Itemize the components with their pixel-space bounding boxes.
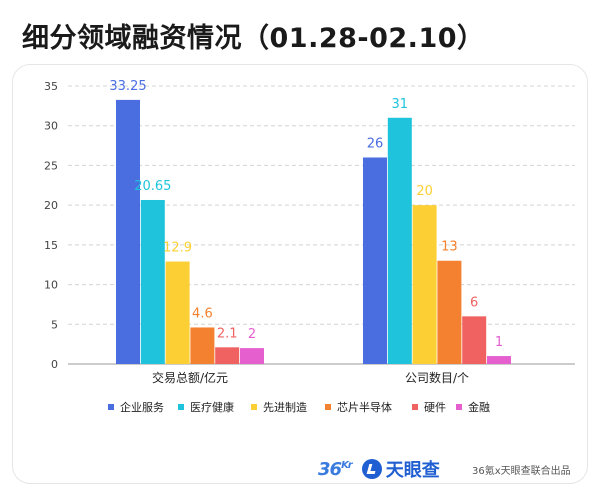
bar: [437, 260, 462, 364]
y-tick-label: 5: [51, 318, 58, 331]
bar: [116, 99, 140, 365]
legend-label: 芯片半导体: [337, 400, 392, 414]
y-tick-label: 20: [44, 199, 58, 212]
bar: [462, 316, 487, 364]
legend-swatch: [412, 404, 418, 410]
y-axis-ticks: 0 5 10 15 20 25 30 35: [44, 80, 58, 371]
legend-swatch: [251, 404, 257, 410]
bar: [240, 348, 264, 364]
y-tick-label: 15: [44, 239, 58, 252]
data-label: 13: [441, 240, 458, 255]
data-label: 33.25: [109, 79, 146, 94]
y-tick-label: 25: [44, 159, 58, 172]
x-axis-labels: 交易总额/亿元 公司数目/个: [152, 370, 469, 385]
y-tick-label: 35: [44, 80, 58, 93]
logo-36kr: 36Kr: [318, 458, 353, 480]
data-label: 2: [248, 327, 256, 342]
y-tick-label: 0: [51, 358, 58, 371]
footer-credit: 36氪x天眼查联合出品: [472, 466, 571, 477]
data-label: 12.9: [163, 241, 192, 256]
y-tick-label: 30: [44, 120, 58, 133]
data-label: 4.6: [192, 306, 213, 321]
legend-label: 硬件: [424, 401, 446, 414]
chart-card: [12, 64, 588, 484]
data-label: 31: [392, 97, 409, 112]
y-tick-label: 10: [44, 279, 58, 292]
data-label: 20: [416, 184, 433, 199]
legend-swatch: [456, 404, 462, 410]
data-label: 2.1: [217, 326, 238, 341]
bar: [215, 347, 240, 364]
logo-tianyancha: 天眼查: [361, 456, 440, 482]
tianyancha-logo-text: 天眼查: [385, 460, 440, 481]
logo-36kr-main: 36: [318, 458, 342, 480]
x-tick-label: 公司数目/个: [405, 370, 469, 385]
legend-label: 先进制造: [263, 400, 307, 414]
legend-label: 企业服务: [120, 400, 164, 414]
data-label: 1: [495, 335, 503, 350]
footer-logos: 36Kr 天眼查: [318, 456, 440, 482]
legend: 企业服务 医疗健康 先进制造 芯片半导体 硬件 金融: [108, 400, 490, 414]
data-labels: 33.25 20.65 12.9 4.6 2.1 2 26 31 20 13 6 1: [109, 79, 503, 350]
data-label: 20.65: [134, 179, 171, 194]
legend-swatch: [178, 404, 184, 410]
bar: [387, 117, 412, 365]
data-label: 6: [470, 295, 478, 310]
page-title: 细分领域融资情况（01.28-02.10）: [22, 23, 485, 54]
bar: [140, 199, 165, 364]
legend-label: 医疗健康: [190, 400, 234, 414]
bar: [190, 327, 215, 364]
tianyancha-logo-icon: [361, 459, 382, 479]
x-tick-label: 交易总额/亿元: [152, 370, 228, 385]
legend-label: 金融: [468, 400, 490, 414]
bar: [412, 205, 437, 364]
bars: [116, 99, 511, 365]
legend-swatch: [325, 404, 331, 410]
bar: [487, 356, 511, 364]
bar: [165, 261, 190, 364]
bar: [363, 157, 387, 364]
legend-swatch: [108, 404, 114, 410]
logo-36kr-sup: Kr: [341, 459, 353, 471]
data-label: 26: [367, 136, 384, 151]
